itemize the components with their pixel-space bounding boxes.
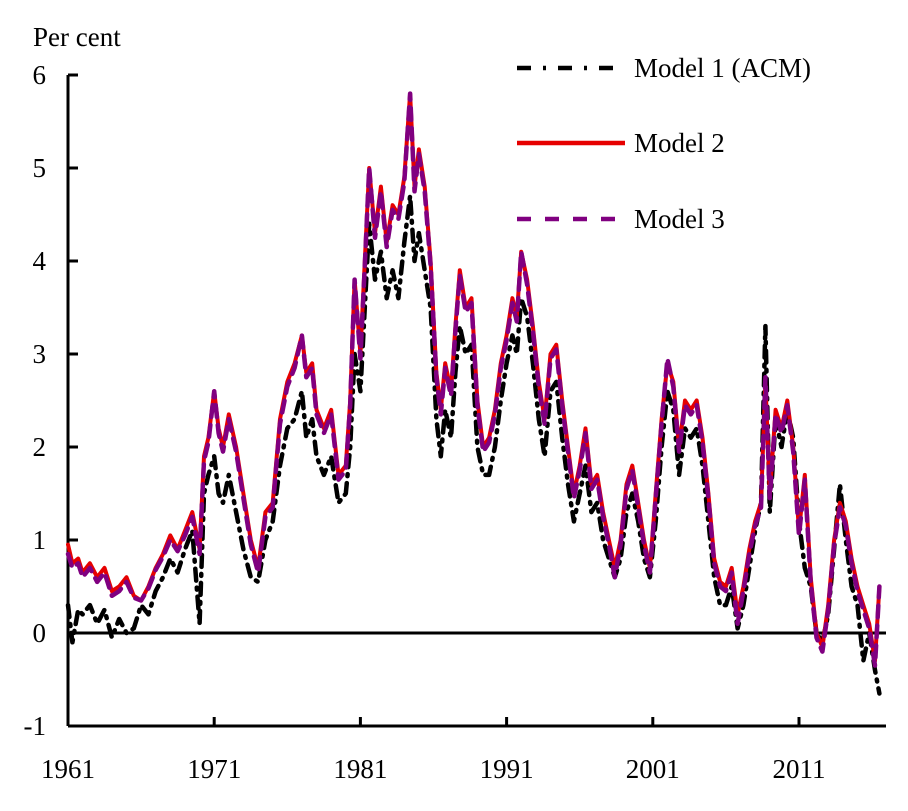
x-tick-label: 1981 [333, 754, 387, 784]
legend-label-3: Model 3 [634, 204, 725, 234]
y-tick-label: -1 [24, 711, 47, 741]
series-line-3 [65, 91, 882, 668]
x-tick-label: 1971 [187, 754, 241, 784]
x-tick-label: 1961 [41, 754, 95, 784]
x-tick-label: 2011 [773, 754, 826, 784]
legend-label-2: Model 2 [634, 128, 725, 158]
y-tick-label: 3 [33, 339, 47, 369]
plot-area [65, 91, 882, 696]
legend: Model 1 (ACM) Model 2 Model 3 [517, 53, 811, 234]
y-tick-label: 6 [33, 60, 47, 90]
y-tick-label: 0 [33, 618, 47, 648]
y-tick-label: 1 [33, 525, 47, 555]
x-tick-label: 2001 [626, 754, 680, 784]
y-tick-label: 4 [33, 246, 47, 276]
legend-label-1: Model 1 (ACM) [634, 53, 811, 83]
y-tick-label: 2 [33, 432, 47, 462]
series-line-1 [65, 193, 882, 696]
x-tick-label: 1991 [480, 754, 534, 784]
x-axis: 1961 1971 1981 1991 2001 2011 [41, 631, 886, 784]
y-axis-unit-label: Per cent [33, 22, 121, 52]
y-tick-label: 5 [33, 153, 47, 183]
